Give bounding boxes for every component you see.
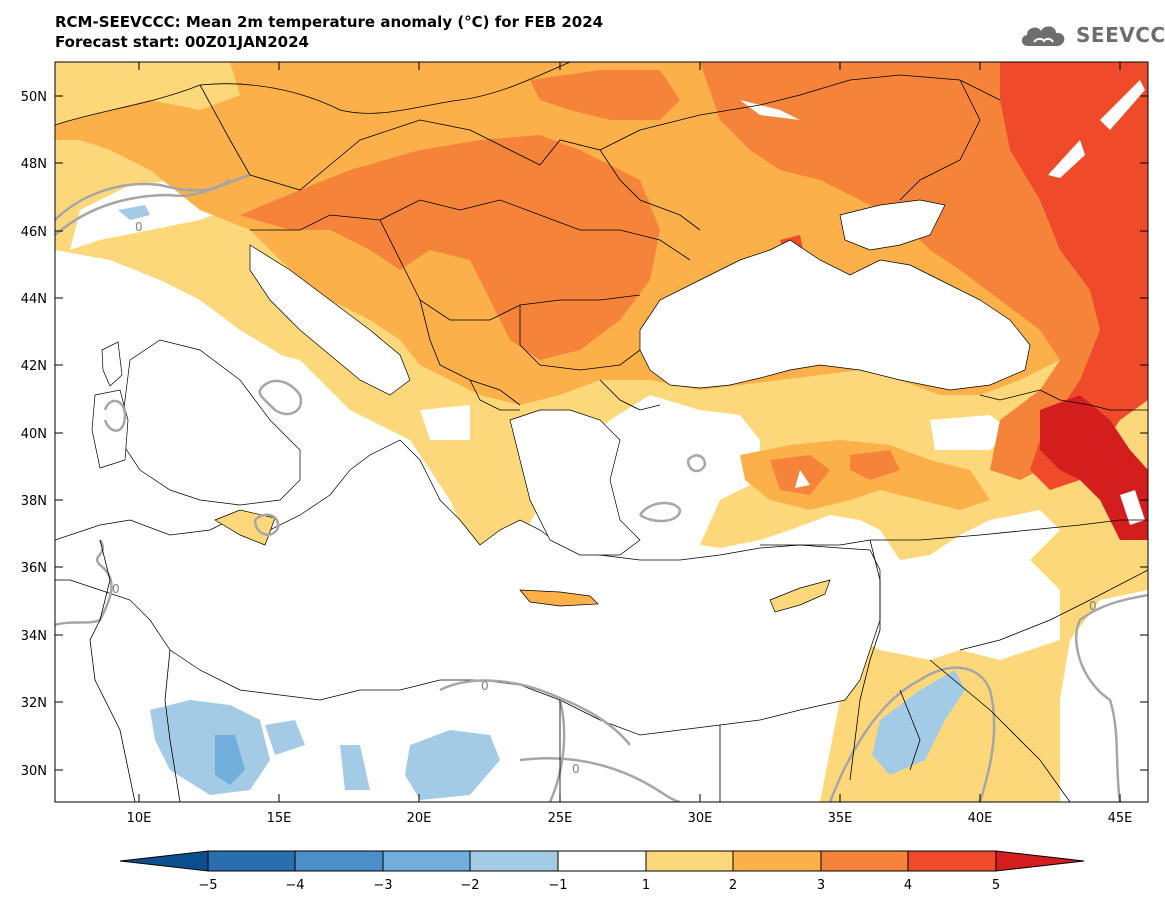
colorbar-segment [557,850,647,872]
colorbar-label: −1 [548,878,567,893]
contour-labels: 0 0 0 0 0 [112,220,1097,776]
colorbar-segment [207,850,296,872]
seevccc-logo: SEEVCCC [1018,20,1165,50]
colorbar-segment [907,850,997,872]
cloud-logo-icon [1021,26,1065,46]
anomaly-4-5-east [1000,62,1148,490]
anomaly-2-3-west [55,62,240,125]
zero-contours [55,173,1148,802]
lon-label: 45E [1108,811,1133,826]
colorbar-low-arrow [119,850,209,872]
colorbar-label: 3 [817,878,825,893]
contour-label: 0 [1089,599,1097,613]
crete [519,589,599,607]
latitude-axis: 50N 48N 46N 44N 42N 40N 38N 36N 34N 32N … [21,90,1148,779]
adriatic-sea [249,244,411,396]
lat-label: 46N [21,225,47,240]
mediterranean-sea [55,439,881,736]
logo-text: SEEVCCC [1076,23,1165,47]
colorbar-label: −3 [373,878,392,893]
anomaly-minus-1-2-cyrenaica [405,730,500,800]
lon-label: 10E [127,811,152,826]
title-line-2: Forecast start: 00Z01JAN2024 [55,33,309,51]
colorbar-segment [294,850,384,872]
colorbar-label: 5 [992,878,1000,893]
neutral-zone-anatolia [930,415,1010,450]
corsica [101,341,123,387]
anomaly-3-4-north [240,135,660,360]
lon-label: 30E [688,811,713,826]
anomaly-minus-1-2-alps [118,205,150,220]
colorbar-label: −5 [198,878,217,893]
cyprus [769,579,831,613]
lat-label: 36N [21,561,47,576]
anomaly-minus-2-3-libya [215,735,245,785]
lon-label: 35E [828,811,853,826]
black-sea [639,239,1031,391]
colorbar-label: 2 [729,878,737,893]
tyrrhenian-sea [119,339,301,506]
borders [55,62,1148,802]
lat-label: 30N [21,764,47,779]
anomaly-minus-1-2-gulf [265,720,370,790]
colorbar-labels: −5 −4 −3 −2 −1 1 2 3 4 5 [198,878,1000,893]
lat-label: 40N [21,427,47,442]
lon-label: 20E [407,811,432,826]
lon-label: 40E [968,811,993,826]
lat-label: 42N [21,359,47,374]
anomaly-minus-1-2-jordan [872,670,965,775]
contour-label: 0 [481,679,489,693]
colorbar-segment [732,850,822,872]
lon-label: 15E [267,811,292,826]
neutral-zone-balkan [420,405,470,440]
crimea-gap [740,80,1145,525]
map-title: RCM-SEEVCCC: Mean 2m temperature anomaly… [55,12,603,52]
colorbar-label: −2 [460,878,479,893]
colorbar-label: 1 [642,878,650,893]
colorbar-high-arrow [995,850,1085,872]
map-fill [55,62,1148,802]
lat-label: 44N [21,292,47,307]
lat-label: 34N [21,629,47,644]
title-line-1: RCM-SEEVCCC: Mean 2m temperature anomaly… [55,13,604,31]
colorbar [119,850,1085,872]
anomaly-3-4-carpathians [530,70,680,120]
lon-label: 25E [548,811,573,826]
lat-label: 50N [21,90,47,105]
aegean-sea [509,409,641,556]
sea-of-azov [839,199,946,251]
colorbar-label: 4 [904,878,912,893]
map-frame [54,61,1149,803]
lat-label: 48N [21,157,47,172]
colorbar-segment [820,850,909,872]
ligurian-sea [55,300,140,360]
lat-label: 38N [21,494,47,509]
lat-label: 32N [21,696,47,711]
contour-label: 0 [572,762,580,776]
colorbar-segment [645,850,734,872]
colorbar-segment [469,850,559,872]
colorbar-label: −4 [285,878,304,893]
anomaly-above-5-caucasus [1040,395,1148,540]
colorbar-segment [382,850,471,872]
contour-label: 0 [135,220,143,234]
contour-label: 0 [112,582,120,596]
sicily [214,509,276,546]
longitude-axis: 10E 15E 20E 25E 30E 35E 40E 45E [127,62,1133,826]
